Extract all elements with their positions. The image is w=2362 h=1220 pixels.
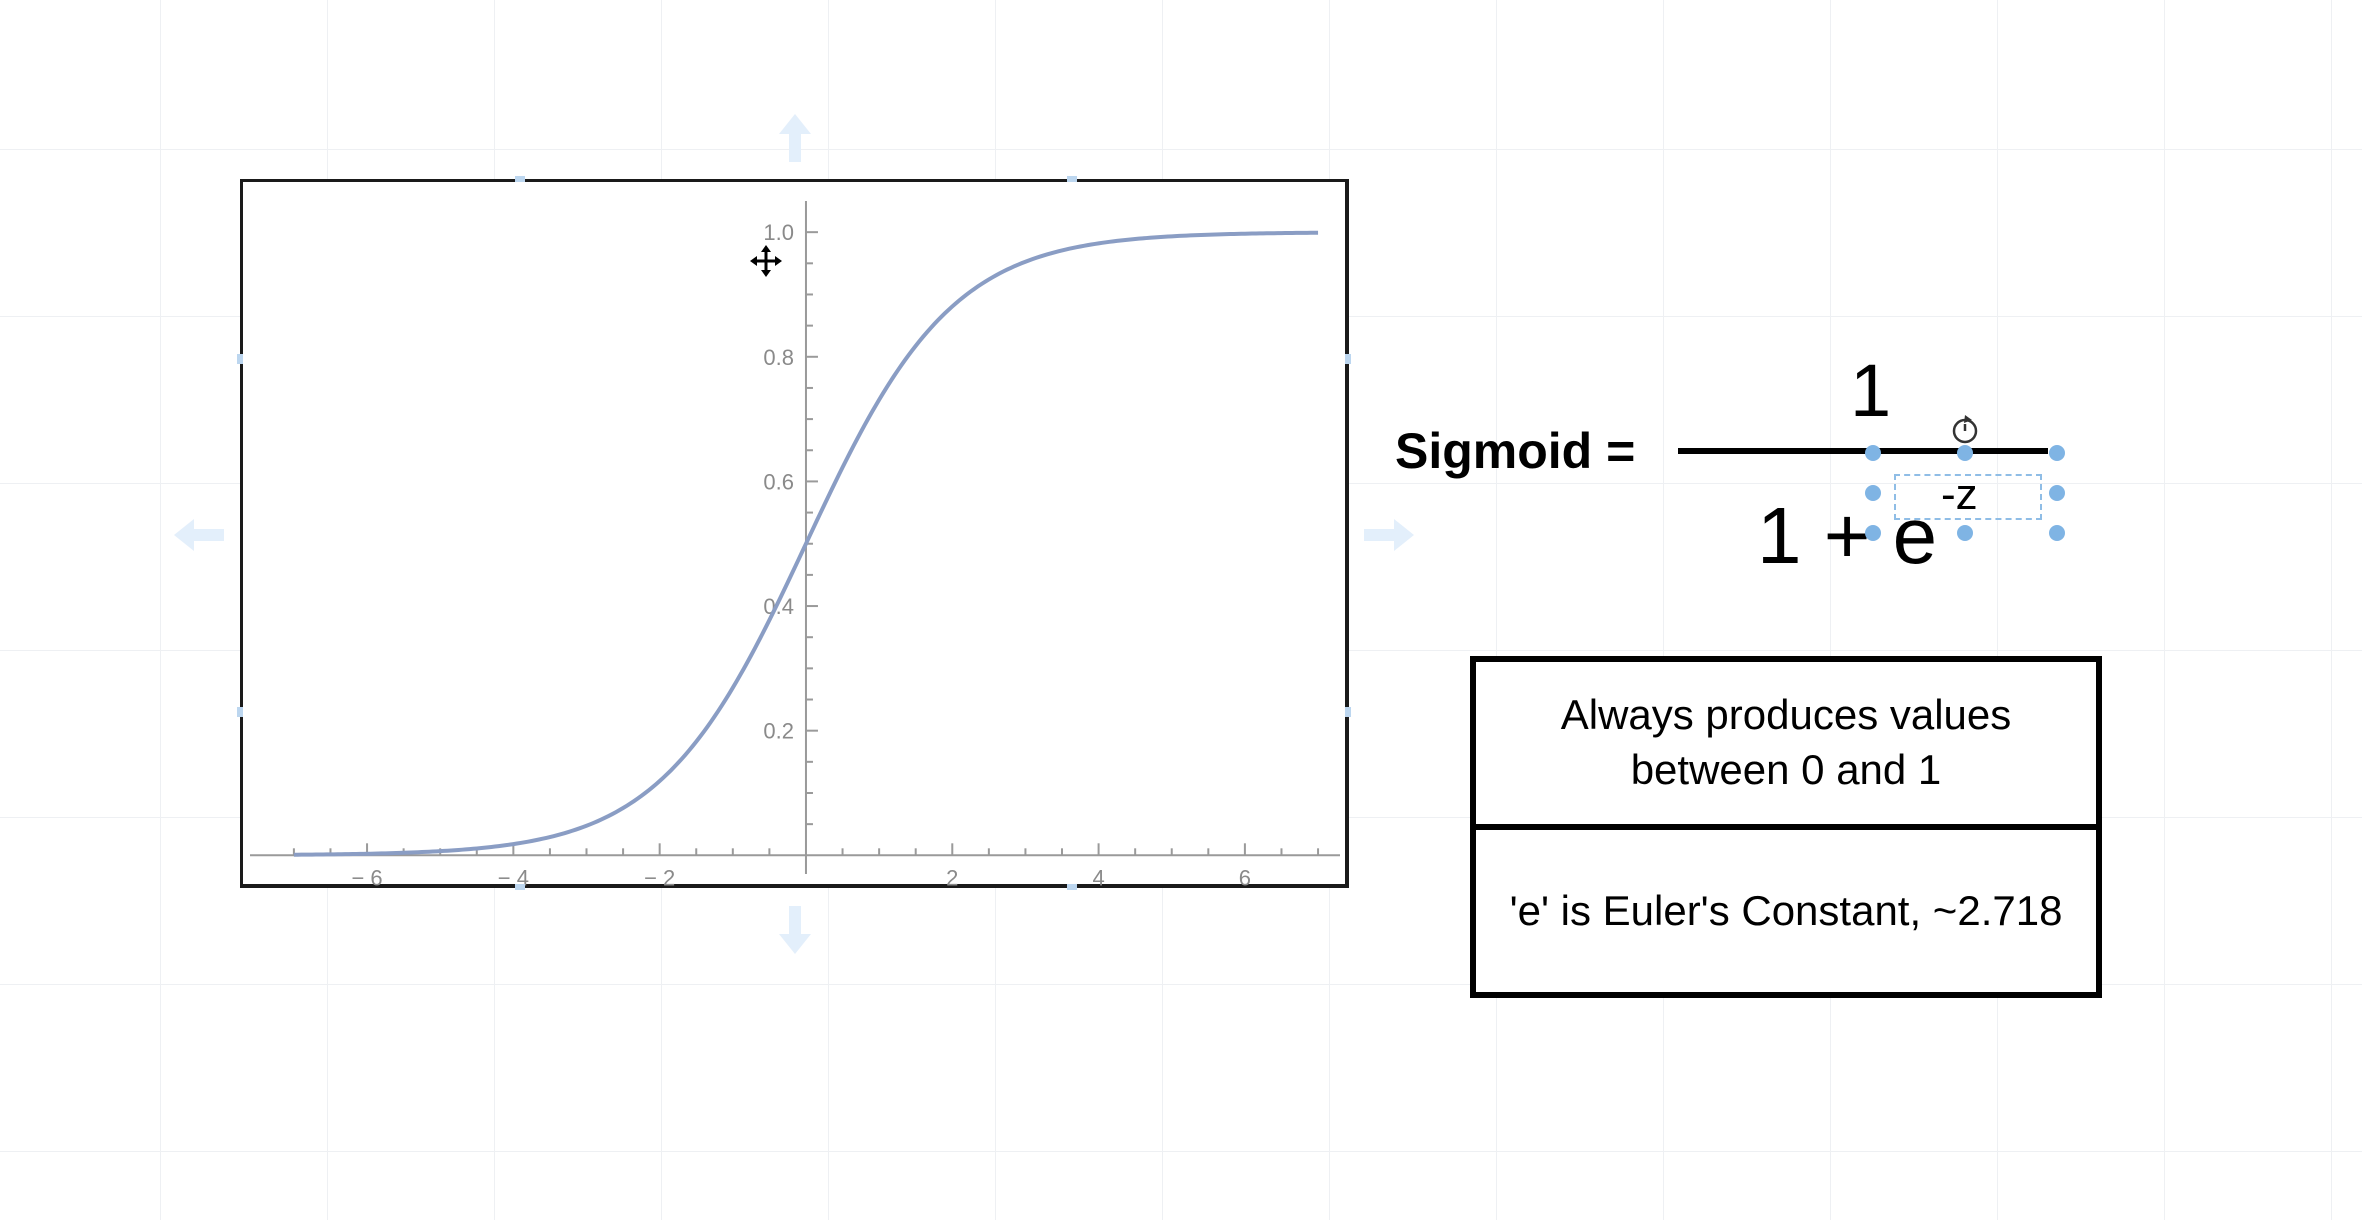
equation-label: Sigmoid =	[1395, 423, 1636, 479]
note-text-euler: 'e' is Euler's Constant, ~2.718	[1509, 886, 2063, 934]
connect-arrow-up-icon[interactable]	[775, 112, 815, 164]
exponent-text[interactable]: -z	[1941, 470, 1978, 519]
exponent-selection-box[interactable]	[1894, 474, 2042, 520]
frame-handle[interactable]	[515, 176, 525, 182]
fraction-numerator: 1	[1850, 349, 1892, 432]
note-box-range[interactable]: Always produces values between 0 and 1	[1470, 656, 2102, 830]
y-tick-label: 0.6	[763, 469, 794, 494]
x-tick-label: − 6	[351, 865, 382, 889]
x-tick-label: 6	[1239, 865, 1251, 889]
fraction-denominator: 1 + e	[1757, 491, 1938, 580]
x-tick-label: 4	[1092, 865, 1104, 889]
y-tick-label: 1.0	[763, 220, 794, 245]
x-tick-label: − 4	[498, 865, 529, 889]
frame-handle[interactable]	[1345, 354, 1351, 364]
connect-arrow-right-icon[interactable]	[1362, 515, 1416, 555]
connect-arrow-left-icon[interactable]	[172, 515, 226, 555]
note-text-range: Always produces values between 0 and 1	[1560, 691, 2012, 793]
rotate-icon[interactable]	[1950, 412, 1980, 446]
note-box-euler[interactable]: 'e' is Euler's Constant, ~2.718	[1470, 824, 2102, 998]
connect-arrow-down-icon[interactable]	[775, 904, 815, 956]
selection-handle[interactable]	[1865, 445, 1881, 461]
frame-handle[interactable]	[1067, 884, 1077, 890]
frame-handle[interactable]	[515, 884, 525, 890]
sigmoid-plot[interactable]: − 6− 4− 2 2 4 6 0.2 0.4 0.6 0.8 1.0	[237, 176, 1351, 890]
sigmoid-curve	[293, 230, 1319, 857]
selection-handle[interactable]	[1957, 445, 1973, 461]
selection-handle[interactable]	[1865, 525, 1881, 541]
frame-handle[interactable]	[237, 354, 243, 364]
selection-handle[interactable]	[2049, 485, 2065, 501]
plot-border	[240, 179, 1349, 888]
sigmoid-chart-svg: − 6− 4− 2 2 4 60.20.40.60.81.0	[240, 179, 1349, 889]
selection-handle[interactable]	[1865, 485, 1881, 501]
x-tick-label: − 2	[644, 865, 675, 889]
y-tick-label: 0.2	[763, 719, 794, 744]
frame-handle[interactable]	[237, 707, 243, 717]
fraction-bar	[1678, 448, 2048, 454]
frame-handle[interactable]	[1345, 707, 1351, 717]
selection-handle[interactable]	[2049, 525, 2065, 541]
x-tick-label: 2	[946, 865, 958, 889]
frame-handle[interactable]	[1067, 176, 1077, 182]
selection-handle[interactable]	[1957, 525, 1973, 541]
y-tick-label: 0.8	[763, 345, 794, 370]
move-cursor-icon	[750, 245, 782, 277]
selection-handle[interactable]	[2049, 445, 2065, 461]
